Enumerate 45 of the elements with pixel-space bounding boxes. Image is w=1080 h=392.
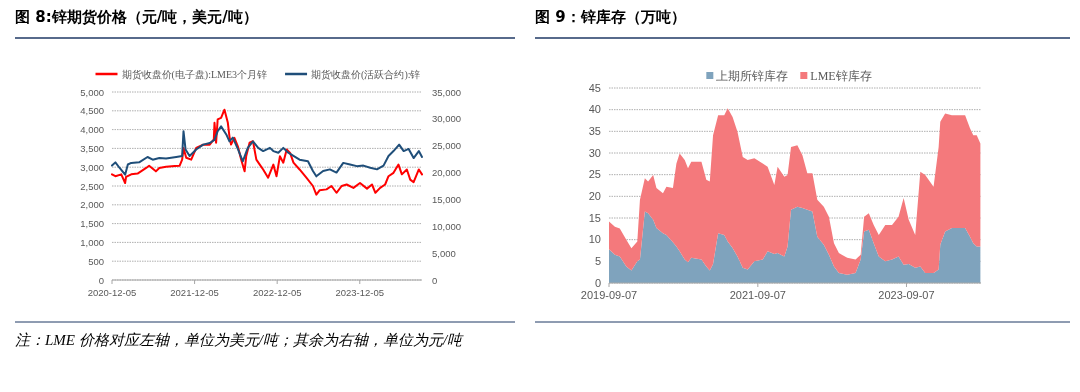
y-tick-label: 1,500 [80, 218, 104, 230]
y2-tick-label: 25,000 [432, 140, 462, 152]
text: 注：LME 价格对应左轴，单位为美元/吨；其余为右轴，单位为元/吨 [15, 332, 465, 348]
y-tick-label: 0 [98, 274, 104, 286]
x-tick-label: 2019-09-07 [580, 289, 638, 301]
x-tick-label: 2023-12-05 [335, 287, 385, 298]
y-tick-label: 20 [588, 189, 601, 202]
x-tick-label: 2023-09-07 [878, 289, 935, 301]
y2-tick-label: 20,000 [432, 167, 462, 179]
x-tick-label: 2021-09-07 [729, 289, 786, 301]
y2-tick-label: 10,000 [432, 220, 462, 232]
y-tick-label: 15 [588, 211, 601, 224]
legend-label: LME锌库存 [810, 69, 872, 83]
y-tick-label: 40 [588, 103, 601, 116]
y-tick-label: 1,000 [80, 236, 104, 248]
y-tick-label: 35 [588, 124, 601, 137]
line-series [111, 108, 423, 196]
y2-tick-label: 5,000 [432, 247, 456, 259]
y-tick-label: 5,000 [80, 86, 104, 98]
y-tick-label: 3,500 [80, 142, 104, 154]
y2-tick-label: 0 [432, 274, 438, 286]
y-tick-label: 500 [88, 255, 104, 267]
line-series [111, 125, 423, 178]
y2-tick-label: 30,000 [432, 113, 462, 125]
y-tick-label: 2,000 [80, 199, 104, 211]
y-tick-label: 45 [588, 81, 601, 94]
y-tick-label: 3,000 [80, 161, 104, 173]
x-tick-label: 2021-12-05 [170, 287, 219, 298]
y-tick-label: 0 [594, 276, 601, 289]
y-tick-label: 30 [588, 146, 601, 159]
legend-label: 期货收盘价(电子盘):LME3个月锌 [121, 69, 268, 81]
x-tick-label: 2020-12-05 [87, 287, 137, 298]
y-tick-label: 5 [594, 254, 601, 267]
chart-title: 图 9：锌库存（万吨） [535, 8, 686, 26]
y-tick-label: 4,500 [80, 105, 104, 117]
y-tick-label: 10 [588, 233, 601, 246]
legend-label: 上期所锌库存 [716, 69, 789, 83]
x-tick-label: 2022-12-05 [252, 287, 302, 298]
chart-title: 图 8:锌期货价格（元/吨，美元/吨） [15, 8, 258, 26]
y-tick-label: 25 [588, 168, 601, 181]
legend-label: 期货收盘价(活跃合约):锌 [311, 69, 421, 81]
y2-tick-label: 35,000 [432, 86, 462, 98]
y-tick-label: 4,000 [80, 124, 104, 136]
y-tick-label: 2,500 [80, 180, 104, 192]
y2-tick-label: 15,000 [432, 193, 462, 205]
